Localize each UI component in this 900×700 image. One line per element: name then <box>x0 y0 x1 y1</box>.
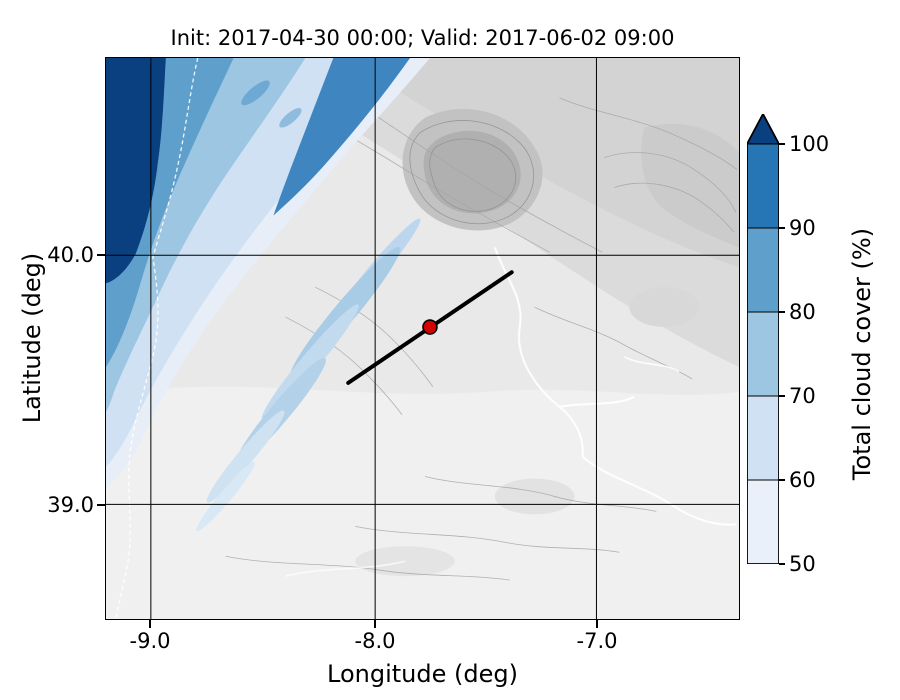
colorbar <box>747 114 779 564</box>
x-tick-mark <box>149 620 151 628</box>
river-lines <box>285 247 737 577</box>
x-axis-label: Longitude (deg) <box>327 660 518 688</box>
colorbar-tick-mark <box>779 311 785 313</box>
y-tick-mark <box>97 504 105 506</box>
y-tick-mark <box>97 254 105 256</box>
colorbar-tick-mark <box>779 143 785 145</box>
grid-lines <box>106 58 739 619</box>
colorbar-segment <box>747 311 779 397</box>
colorbar-tick-mark <box>779 395 785 397</box>
colorbar-tick-label: 90 <box>789 216 816 240</box>
x-tick-label: -9.0 <box>129 629 171 653</box>
colorbar-tick-label: 60 <box>789 468 816 492</box>
plot-title: Init: 2017-04-30 00:00; Valid: 2017-06-0… <box>170 26 675 50</box>
colorbar-tick-label: 100 <box>789 132 830 156</box>
colorbar-segment <box>747 143 779 229</box>
colorbar-tick-label: 70 <box>789 384 816 408</box>
y-tick-label: 40.0 <box>47 243 94 267</box>
x-tick-label: -7.0 <box>576 629 618 653</box>
x-tick-mark <box>374 620 376 628</box>
x-tick-mark <box>596 620 598 628</box>
colorbar-extend-triangle <box>747 114 779 145</box>
x-tick-label: -8.0 <box>354 629 396 653</box>
cloud-streaks <box>196 80 421 532</box>
cloud-region-90-streak <box>273 58 411 216</box>
transect-marker <box>422 319 438 335</box>
plot-area <box>105 57 740 620</box>
y-tick-label: 39.0 <box>47 493 94 517</box>
colorbar-outline <box>747 114 779 564</box>
map-canvas <box>106 58 739 619</box>
colorbar-tick-label: 50 <box>789 552 816 576</box>
colorbar-canvas <box>747 114 779 564</box>
colorbar-tick-mark <box>779 227 785 229</box>
colorbar-segment <box>747 227 779 313</box>
colorbar-tick-label: 80 <box>789 300 816 324</box>
colorbar-segment <box>747 479 779 564</box>
colorbar-tick-mark <box>779 563 785 565</box>
colorbar-tick-mark <box>779 479 785 481</box>
colorbar-segment <box>747 395 779 481</box>
